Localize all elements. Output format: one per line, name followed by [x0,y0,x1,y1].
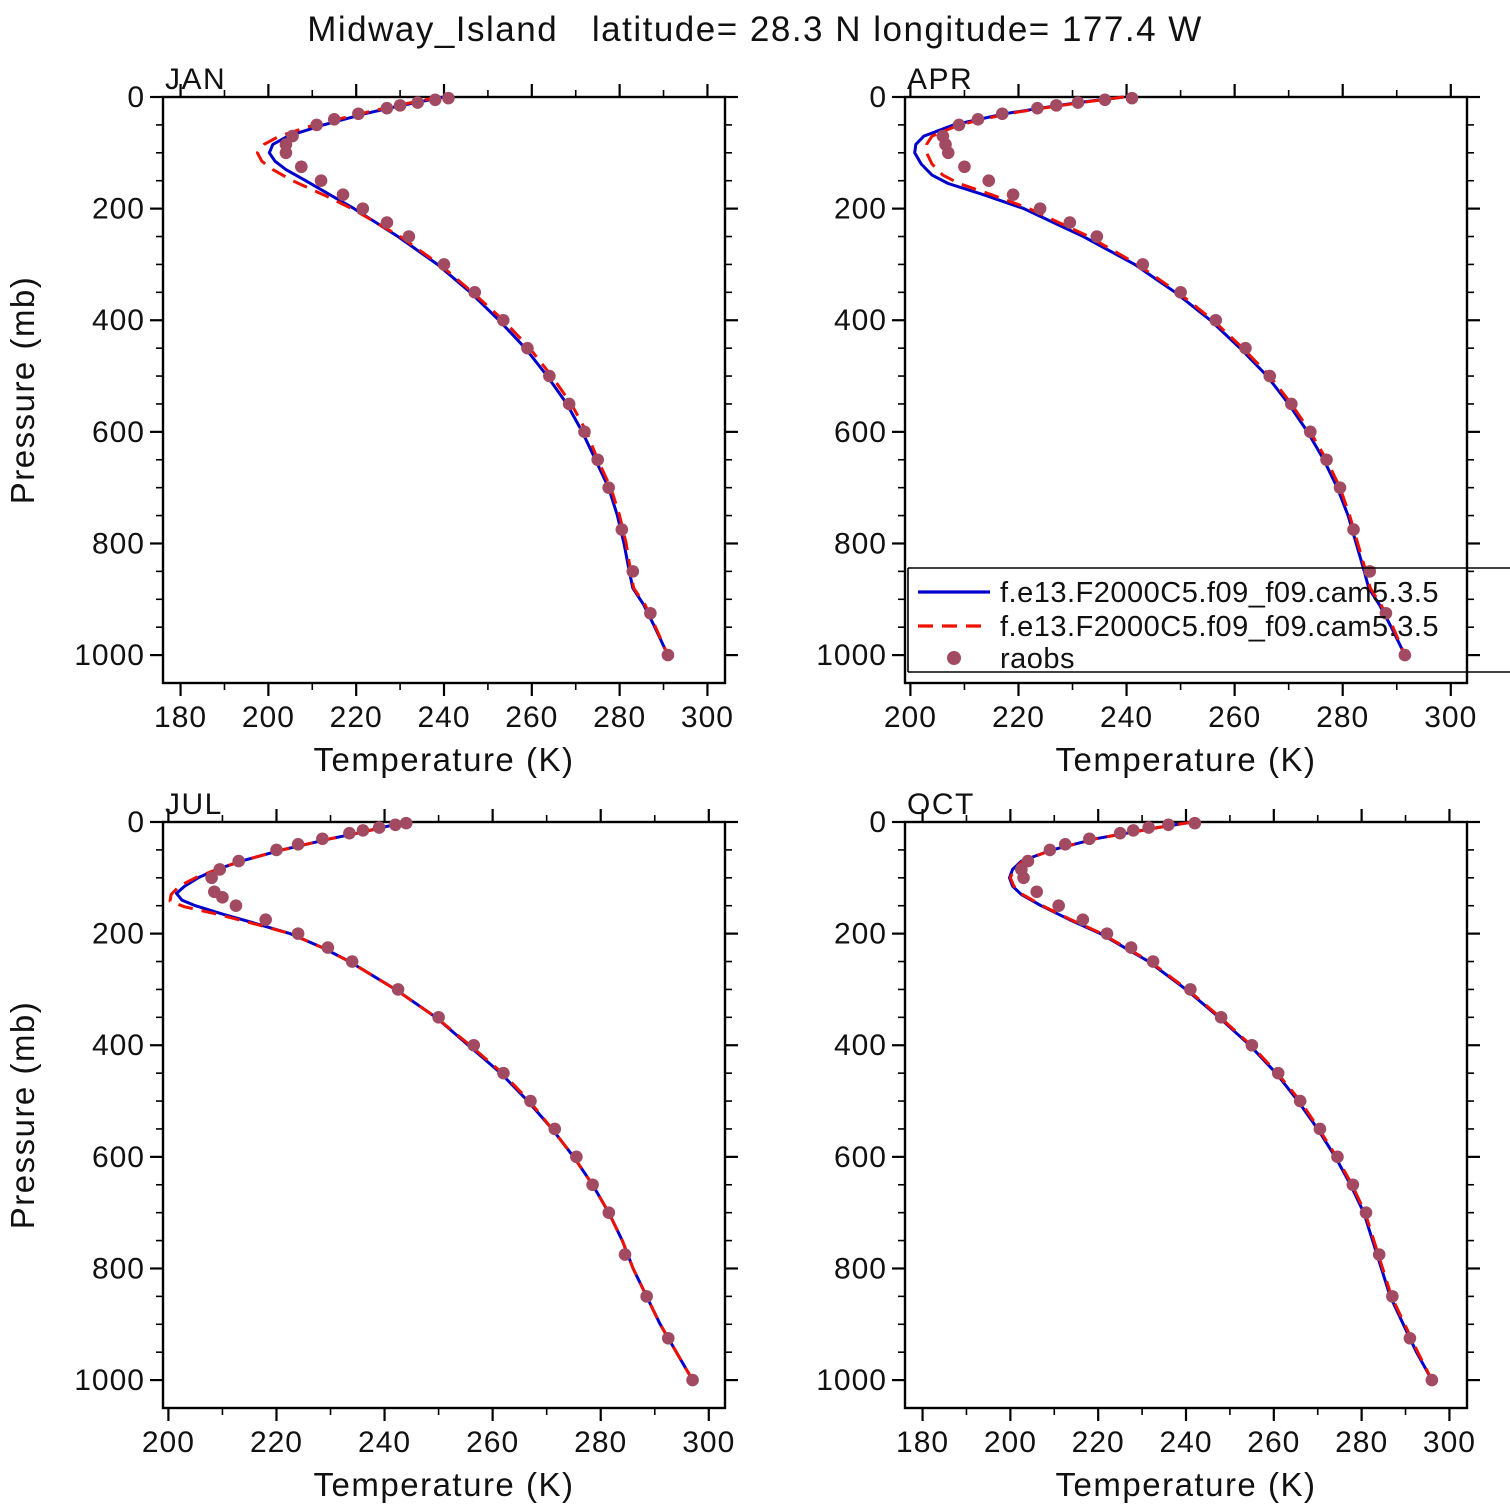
y-tick-label: 0 [127,81,145,114]
legend-label: f.e13.F2000C5.f09_f09.cam5.3.5 [1000,577,1439,609]
x-tick-label: 200 [884,701,937,734]
y-axis-label: Pressure (mb) [4,1001,41,1230]
x-tick-label: 240 [358,1426,411,1459]
raobs-dots [936,91,1412,662]
y-tick-label: 0 [869,806,887,839]
x-axis-label: Temperature (K) [314,1466,575,1503]
panel-month-label: JAN [165,63,226,96]
model-dashed-line [255,95,670,656]
x-tick-label: 240 [1100,701,1153,734]
panel-apr: 200 220 240 260 280 300 0 200 400 600 800 1000 APR Te… [816,63,1480,778]
x-tick-label: 280 [593,701,646,734]
x-tick-label: 280 [1335,1426,1388,1459]
model-dashed-line [925,95,1407,656]
y-tick-label: 600 [834,416,887,449]
x-tick-label: 240 [417,701,470,734]
x-axis-label: Temperature (K) [1056,741,1317,778]
x-tick-label: 300 [681,701,734,734]
legend-label: f.e13.F2000C5.f09_f09.cam5.3.5 [1000,611,1439,643]
raobs-dots [279,91,675,662]
plot-frame [161,820,727,1410]
panel-jul: 200 220 240 260 280 300 0 200 400 600 800 1000 JUL Te… [4,788,738,1503]
x-tick-label: 200 [984,1426,1037,1459]
y-tick-label: 600 [92,1141,145,1174]
model-dashed-line [1008,820,1434,1381]
x-tick-label: 280 [1316,701,1369,734]
x-tick-label: 300 [1424,701,1477,734]
x-axis-label: Temperature (K) [1056,1466,1317,1503]
x-tick-label: 200 [142,1426,195,1459]
legend-label: raobs [1000,643,1075,675]
x-tick-label: 260 [1247,1426,1300,1459]
x-tick-label: 220 [250,1426,303,1459]
model-solid-line [913,95,1407,656]
x-tick-label: 260 [505,701,558,734]
panel-oct: 180 200 220 240 260 280 300 0 200 400 600 800 1000 OC… [816,788,1480,1503]
legend-entry: f.e13.F2000C5.f09_f09.cam5.3.5 [918,577,1439,609]
y-axis-label: Pressure (mb) [4,276,41,505]
x-tick-label: 220 [330,701,383,734]
x-tick-label: 180 [154,701,207,734]
x-axis-label: Temperature (K) [314,741,575,778]
legend-entry: raobs [947,643,1075,675]
panel-jan: 180 200 220 240 260 280 300 0 200 400 600 800 1000 JA… [4,63,738,778]
x-tick-label: 220 [992,701,1045,734]
axis-ticks [892,809,1480,1421]
y-tick-label: 400 [834,304,887,337]
y-tick-label: 800 [92,527,145,560]
y-tick-label: 200 [834,918,887,951]
x-tick-label: 300 [1423,1426,1476,1459]
x-tick-label: 260 [1208,701,1261,734]
plot-frame [903,95,1469,685]
x-tick-label: 280 [574,1426,627,1459]
legend: f.e13.F2000C5.f09_f09.cam5.3.5f.e13.F200… [907,567,1510,675]
model-dashed-line [168,820,694,1381]
axis-ticks [150,84,738,696]
y-tick-label: 1000 [74,1364,145,1397]
y-tick-label: 400 [92,304,145,337]
y-tick-label: 400 [92,1029,145,1062]
y-tick-label: 200 [834,193,887,226]
y-tick-label: 200 [92,918,145,951]
y-tick-label: 1000 [816,1364,887,1397]
panel-month-label: OCT [907,788,975,821]
x-tick-label: 300 [682,1426,735,1459]
x-tick-label: 200 [242,701,295,734]
legend-dot-marker [947,651,961,665]
y-tick-label: 800 [834,527,887,560]
plot-frame [903,820,1469,1410]
legend-entry: f.e13.F2000C5.f09_f09.cam5.3.5 [918,611,1439,643]
model-solid-line [267,95,670,656]
y-tick-label: 400 [834,1029,887,1062]
model-solid-line [175,820,694,1381]
y-tick-label: 800 [834,1252,887,1285]
x-tick-label: 240 [1159,1426,1212,1459]
y-tick-label: 1000 [74,639,145,672]
x-tick-label: 260 [466,1426,519,1459]
panel-month-label: APR [907,63,973,96]
figure-title: Midway_Island latitude= 28.3 N longitude… [307,10,1203,49]
y-tick-label: 0 [127,806,145,839]
y-tick-label: 600 [92,416,145,449]
y-tick-label: 800 [92,1252,145,1285]
y-tick-label: 0 [869,81,887,114]
axis-ticks [892,84,1480,696]
plot-frame [161,95,727,685]
y-tick-label: 600 [834,1141,887,1174]
y-tick-label: 1000 [816,639,887,672]
model-solid-line [1008,820,1434,1381]
raobs-dots [205,816,699,1387]
axis-ticks [150,809,738,1421]
panel-month-label: JUL [165,788,223,821]
x-tick-label: 180 [896,1426,949,1459]
x-tick-label: 220 [1072,1426,1125,1459]
raobs-dots [1015,816,1439,1387]
y-tick-label: 200 [92,193,145,226]
